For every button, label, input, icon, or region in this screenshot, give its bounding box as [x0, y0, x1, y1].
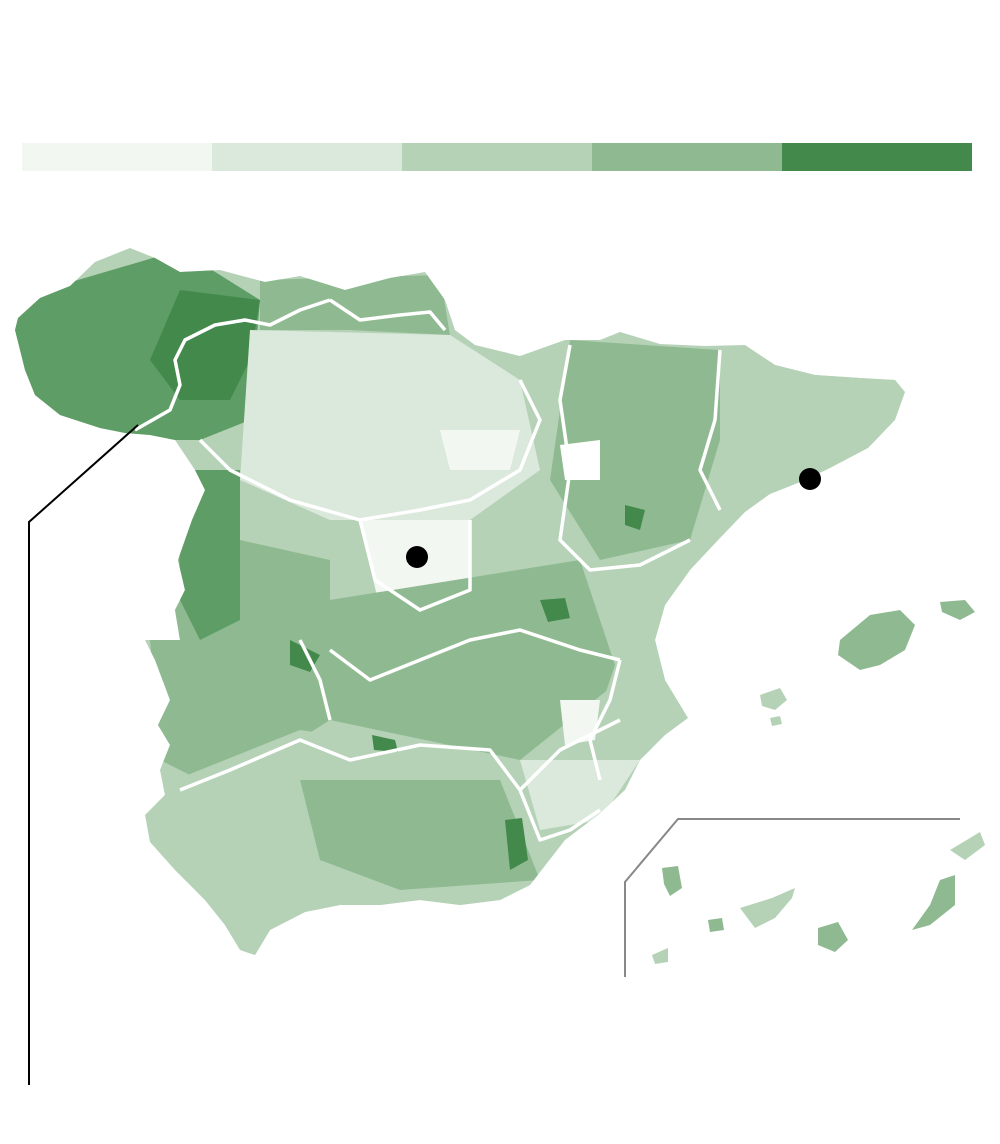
legend-swatch-3 — [402, 143, 592, 171]
balearic-islands — [760, 600, 975, 726]
color-legend — [22, 143, 972, 171]
boundary-murcia — [518, 789, 601, 842]
region-portugal-border-dark — [178, 470, 240, 640]
mainland — [15, 248, 905, 955]
boundary-castilla-la-mancha-n — [328, 628, 621, 682]
legend-swatch-5 — [782, 143, 972, 171]
boundary-castilla-la-mancha-s — [179, 718, 621, 792]
legend-swatch-4 — [592, 143, 782, 171]
barcelona-marker — [799, 468, 821, 490]
region-andalusia-dark — [300, 780, 540, 890]
region-aragon — [550, 340, 720, 560]
boundary-galicia — [134, 298, 331, 432]
patch-dark-5 — [540, 598, 570, 622]
municipality-patches — [15, 250, 900, 955]
boundary-madrid — [358, 519, 472, 612]
la-gomera — [708, 918, 724, 932]
legend-swatch-1 — [22, 143, 212, 171]
canary-islands-inset — [624, 818, 985, 977]
boundary-aragon — [558, 344, 691, 572]
el-hierro — [652, 948, 668, 964]
madrid-marker — [406, 546, 428, 568]
region-asturias-cantabria — [260, 275, 450, 335]
region-castilla-leon — [240, 330, 540, 520]
patch-dark-4 — [625, 505, 645, 530]
gran-canaria — [818, 922, 848, 952]
patch-dark-3 — [505, 818, 528, 870]
patch-dark-2 — [372, 735, 398, 752]
region-catalonia — [720, 350, 900, 500]
patch-light-2 — [440, 430, 520, 470]
legend-swatch-2 — [212, 143, 402, 171]
boundary-asturias — [329, 298, 447, 332]
inset-frame — [624, 818, 960, 977]
mallorca — [838, 610, 915, 670]
leader-line — [28, 424, 139, 1085]
boundary-valencia — [588, 659, 622, 781]
ibiza — [760, 688, 787, 710]
menorca — [940, 600, 975, 620]
boundary-castilla-leon — [198, 379, 542, 522]
boundary-catalonia — [698, 349, 722, 511]
la-palma — [662, 866, 682, 896]
boundary-extremadura — [298, 639, 332, 721]
tenerife — [740, 888, 795, 928]
fuerteventura — [912, 875, 955, 930]
region-murcia — [520, 760, 640, 830]
lanzarote — [950, 832, 985, 860]
region-boundaries — [134, 298, 722, 842]
formentera — [770, 716, 782, 726]
